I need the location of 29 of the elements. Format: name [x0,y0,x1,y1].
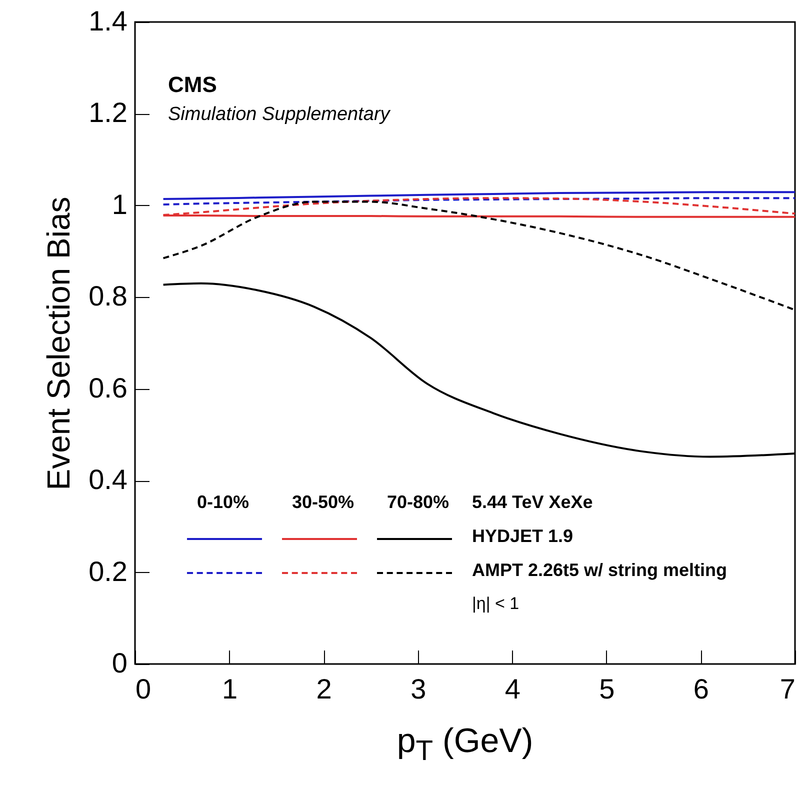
annotation: 30-50% [292,492,354,513]
x-tick-label: 5 [599,674,615,704]
x-tick-label: 0 [136,674,152,704]
y-axis-title: Event Selection Bias [40,196,77,490]
y-tick-label: 1.4 [88,6,128,36]
y-tick-label: 1 [112,188,128,220]
line-series [162,197,796,206]
annotation: 70-80% [387,492,450,513]
y-tick-label: 1.2 [88,97,128,128]
y-tick-label: 0.8 [88,280,128,312]
x-tick-label: 3 [410,674,426,704]
x-tick-label: 4 [504,674,520,704]
annotation: |η| < 1 [472,594,520,614]
x-tick-label: 7 [780,674,796,704]
annotation: CMS [168,72,217,98]
annotation: 0-10% [197,492,250,513]
annotation: HYDJET 1.9 [472,526,574,547]
y-tick-label: 0.4 [88,464,128,496]
x-tick-label: 2 [316,674,332,704]
x-axis-title: p$_{T}$ (GeV) [396,722,534,768]
x-tick-label: 1 [222,674,238,704]
y-tick-label: 0.6 [88,372,128,404]
annotation: Simulation Supplementary [168,104,390,126]
annotation: AMPT 2.26t5 w/ string melting [472,560,728,581]
annotation: 5.44 TeV XeXe [472,492,593,513]
y-tick-label: 0 [112,648,128,678]
line-series [162,191,796,200]
x-tick-label: 6 [693,674,710,704]
y-tick-label: 0.2 [88,556,128,587]
